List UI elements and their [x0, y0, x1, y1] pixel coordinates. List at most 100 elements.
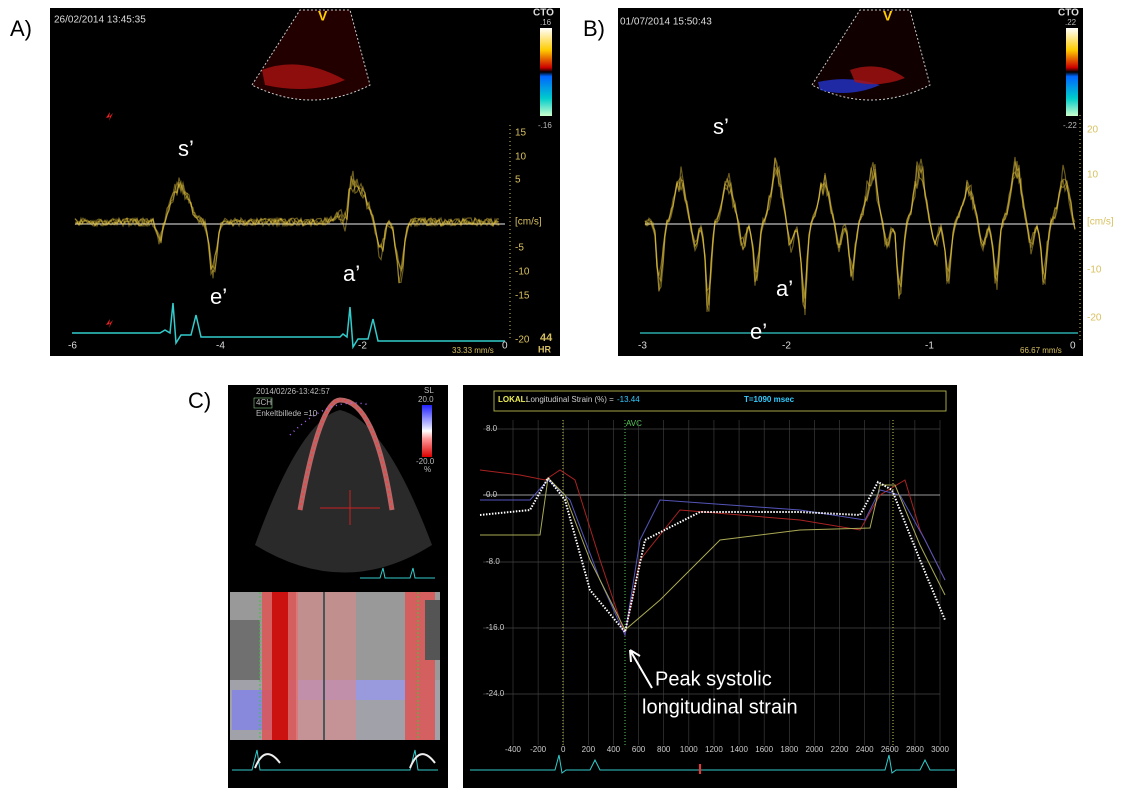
marker — [106, 319, 113, 328]
view-box — [253, 397, 273, 409]
marker — [106, 112, 113, 121]
strain-map-band — [272, 592, 288, 740]
x-tick-label: 1600 — [755, 745, 773, 754]
annotation: Peak systolic — [655, 668, 772, 690]
ecg — [360, 567, 435, 579]
timestamp: 2014/02/26-13:42:57 — [256, 387, 330, 396]
readout-value: -13.44 — [617, 395, 640, 404]
strain-mini — [254, 753, 436, 769]
panel-label: C) — [188, 388, 211, 413]
timestamp: 01/07/2014 15:50:43 — [620, 17, 712, 28]
annotation: a’ — [343, 261, 360, 286]
doppler-trace — [644, 157, 1076, 303]
y-tick-label: [cm/s] — [515, 217, 542, 228]
scale-min: -.22 — [1063, 121, 1077, 130]
x-tick-label: 1400 — [730, 745, 748, 754]
color-bar — [1066, 28, 1078, 116]
map-name: CTO — [1058, 8, 1079, 19]
x-tick-label: -4 — [216, 341, 225, 352]
doppler-trace — [74, 178, 500, 270]
y-tick-label: -24.0 — [486, 689, 505, 698]
map-name: CTO — [533, 8, 554, 19]
strain-map-band — [230, 620, 260, 680]
scale-min: -.16 — [538, 121, 552, 130]
color-bar — [540, 28, 552, 116]
y-tick-label: -5 — [515, 243, 524, 254]
strain-map-band — [425, 600, 440, 660]
y-tick-label: [cm/s] — [1087, 217, 1114, 228]
doppler-trace — [644, 156, 1076, 312]
time-readout: T=1090 msec — [744, 395, 795, 404]
annotation: s’ — [178, 136, 194, 161]
x-tick-label: 1000 — [680, 745, 698, 754]
x-tick-label: 1800 — [780, 745, 798, 754]
sweep-speed: 66.67 mm/s — [1020, 346, 1062, 355]
x-tick-label: -200 — [530, 745, 547, 754]
y-tick-label: -20 — [1087, 313, 1102, 324]
y-tick-label: 0.0 — [486, 490, 498, 499]
annotation: e’ — [210, 284, 227, 309]
x-tick-label: 3000 — [931, 745, 949, 754]
x-tick-label: 2400 — [856, 745, 874, 754]
x-tick-label: -400 — [505, 745, 522, 754]
hr-value: 44 — [540, 332, 553, 344]
y-tick-label: -20 — [515, 335, 530, 346]
annotation: longitudinal strain — [642, 696, 798, 718]
x-tick-label: 0 — [502, 341, 508, 352]
mode: V — [883, 8, 893, 24]
color-flow — [262, 64, 345, 89]
x-tick-label: -6 — [68, 341, 77, 352]
speckle-points — [299, 399, 393, 511]
x-tick-label: -2 — [782, 341, 791, 352]
doppler-trace — [74, 170, 500, 279]
view: 4CH — [256, 398, 272, 407]
y-tick-label: -10 — [515, 267, 530, 278]
y-tick-label: 5 — [515, 175, 521, 186]
scale-unit: % — [424, 465, 431, 474]
y-tick-label: -10 — [1087, 265, 1102, 276]
y-tick-label: 10 — [515, 152, 527, 163]
scale-name: SL — [424, 386, 434, 395]
annotation: s’ — [713, 114, 729, 139]
mode: V — [318, 8, 328, 24]
strain-curve — [479, 476, 946, 635]
x-tick-label: 200 — [582, 745, 596, 754]
x-tick-label: 400 — [607, 745, 621, 754]
doppler-trace — [74, 180, 500, 284]
x-tick-label: -2 — [358, 341, 367, 352]
arrow — [629, 649, 653, 689]
x-tick-label: 2200 — [831, 745, 849, 754]
ecg — [72, 302, 505, 350]
x-tick-label: 2800 — [906, 745, 924, 754]
x-tick-label: 800 — [657, 745, 671, 754]
sweep-speed: 33.33 mm/s — [452, 346, 494, 355]
doppler-trace — [644, 161, 1076, 316]
doppler-trace — [74, 175, 500, 284]
readout-text: Longitudinal Strain (%) = — [526, 395, 614, 404]
x-tick-label: -1 — [925, 341, 934, 352]
ecg — [232, 749, 438, 771]
x-tick-label: 0 — [561, 745, 566, 754]
scale-max: 20.0 — [418, 395, 434, 404]
timestamp: 26/02/2014 13:45:35 — [54, 15, 146, 26]
y-tick-label: 8.0 — [486, 424, 498, 433]
x-tick-label: 0 — [1070, 341, 1076, 352]
panel-label: A) — [10, 16, 32, 41]
panel-label: B) — [583, 16, 605, 41]
ecg — [470, 754, 955, 774]
hr-label: HR — [538, 344, 551, 354]
strain-map-band — [296, 592, 356, 740]
y-tick-label: -16.0 — [486, 623, 505, 632]
annotation: a’ — [776, 276, 793, 301]
avc-label: AVC — [626, 419, 642, 428]
y-tick-label: -15 — [515, 291, 530, 302]
y-tick-label: -8.0 — [486, 557, 500, 566]
x-tick-label: -3 — [638, 341, 647, 352]
y-tick-label: 15 — [515, 128, 527, 139]
y-tick-label: 20 — [1087, 125, 1099, 136]
readout-box — [493, 390, 947, 412]
color-flow — [850, 66, 905, 85]
x-tick-label: 2600 — [881, 745, 899, 754]
scale-max: .22 — [1065, 18, 1077, 27]
frame: Enkeltbillede =10 — [256, 409, 318, 418]
